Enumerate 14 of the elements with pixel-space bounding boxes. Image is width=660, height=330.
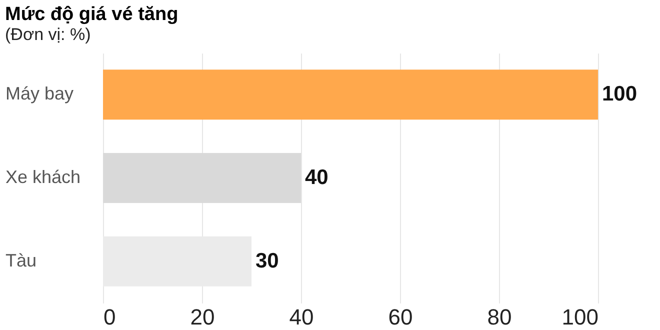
x-tick-label: 100: [562, 304, 598, 330]
y-tick-label: Xe khách: [6, 167, 81, 187]
data-label: 30: [256, 249, 279, 272]
chart-title: Mức độ giá vé tăng: [5, 4, 178, 25]
data-label: 40: [305, 166, 328, 189]
x-tick-label: 80: [487, 304, 512, 330]
data-label: 100: [602, 82, 638, 106]
x-tick-label: 40: [289, 304, 314, 330]
x-tick-label: 0: [104, 304, 116, 330]
chart-subtitle: (Đơn vị: %): [5, 25, 91, 44]
x-tick-label: 20: [190, 304, 215, 330]
y-tick-label: Tàu: [6, 250, 37, 270]
y-tick-label: Máy bay: [6, 84, 74, 104]
x-tick-label: 60: [388, 304, 413, 330]
